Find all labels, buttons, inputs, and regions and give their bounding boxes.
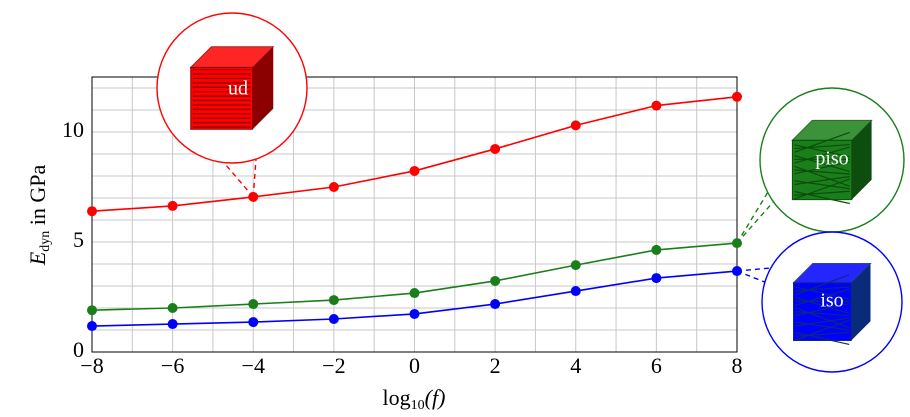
- x-tick-label: 0: [409, 353, 420, 378]
- x-tick-label: 6: [651, 353, 662, 378]
- fiber: [795, 296, 850, 315]
- fiber: [794, 180, 850, 190]
- fiber: [795, 319, 850, 341]
- inset-label: piso: [815, 148, 848, 170]
- fiber: [795, 286, 850, 292]
- fiber: [794, 146, 850, 164]
- point: [651, 100, 662, 111]
- cube-side: [851, 120, 872, 200]
- x-tick-label: −4: [242, 353, 265, 378]
- point: [328, 182, 339, 192]
- fiber: [795, 302, 850, 317]
- fiber: [795, 286, 850, 300]
- fiber: [795, 274, 850, 296]
- fiber: [794, 178, 851, 200]
- y-tick-label: 0: [73, 337, 84, 362]
- point: [409, 288, 420, 299]
- point: [248, 299, 259, 310]
- point: [167, 303, 178, 313]
- x-tick-label: −2: [322, 353, 345, 378]
- fiber: [794, 131, 851, 153]
- point: [570, 120, 581, 131]
- x-tick-label: 8: [732, 353, 743, 378]
- point: [167, 319, 178, 330]
- y-tick-label: 10: [62, 117, 84, 142]
- fiber: [795, 317, 850, 327]
- x-tick-label: −6: [161, 353, 184, 378]
- fiber: [795, 307, 850, 329]
- fiber: [795, 331, 850, 337]
- point: [651, 244, 662, 255]
- fiber: [794, 144, 850, 158]
- fiber: [795, 288, 850, 306]
- x-tick-label: −8: [80, 353, 103, 378]
- y-tick-label: 5: [73, 227, 84, 252]
- inset-label: ud: [228, 78, 248, 100]
- point: [87, 206, 97, 217]
- point: [570, 260, 581, 271]
- point: [87, 321, 97, 332]
- fiber: [794, 143, 850, 150]
- connector: [736, 187, 787, 244]
- point: [167, 200, 178, 211]
- fiber: [795, 311, 850, 317]
- point: [651, 273, 662, 284]
- y-axis-label: Edyn in GPa: [25, 165, 53, 267]
- fiber-cube: [792, 263, 872, 346]
- point: [328, 314, 339, 324]
- point: [490, 275, 501, 286]
- fiber: [794, 161, 850, 175]
- fiber: [794, 169, 850, 175]
- fiber-cube: [791, 119, 873, 205]
- inset-label: iso: [820, 290, 843, 312]
- point: [87, 305, 97, 316]
- point: [570, 286, 581, 297]
- x-tick-label: 4: [570, 353, 581, 378]
- cube-side: [851, 263, 871, 341]
- point: [490, 299, 501, 310]
- point: [409, 308, 420, 319]
- fiber: [794, 190, 850, 196]
- connector: [198, 133, 254, 198]
- cube-side: [252, 46, 274, 130]
- fiber: [794, 175, 850, 186]
- fiber: [794, 190, 850, 205]
- point: [328, 295, 339, 306]
- point: [248, 317, 259, 328]
- point: [732, 91, 742, 102]
- point: [490, 143, 501, 154]
- x-tick-label: 2: [490, 353, 501, 378]
- fiber-cube: [189, 46, 275, 130]
- point: [409, 165, 420, 176]
- x-axis-label: log10(f): [383, 385, 446, 413]
- fiber: [795, 331, 850, 346]
- connector: [736, 172, 781, 244]
- fiber: [794, 154, 850, 173]
- fiber: [795, 321, 850, 331]
